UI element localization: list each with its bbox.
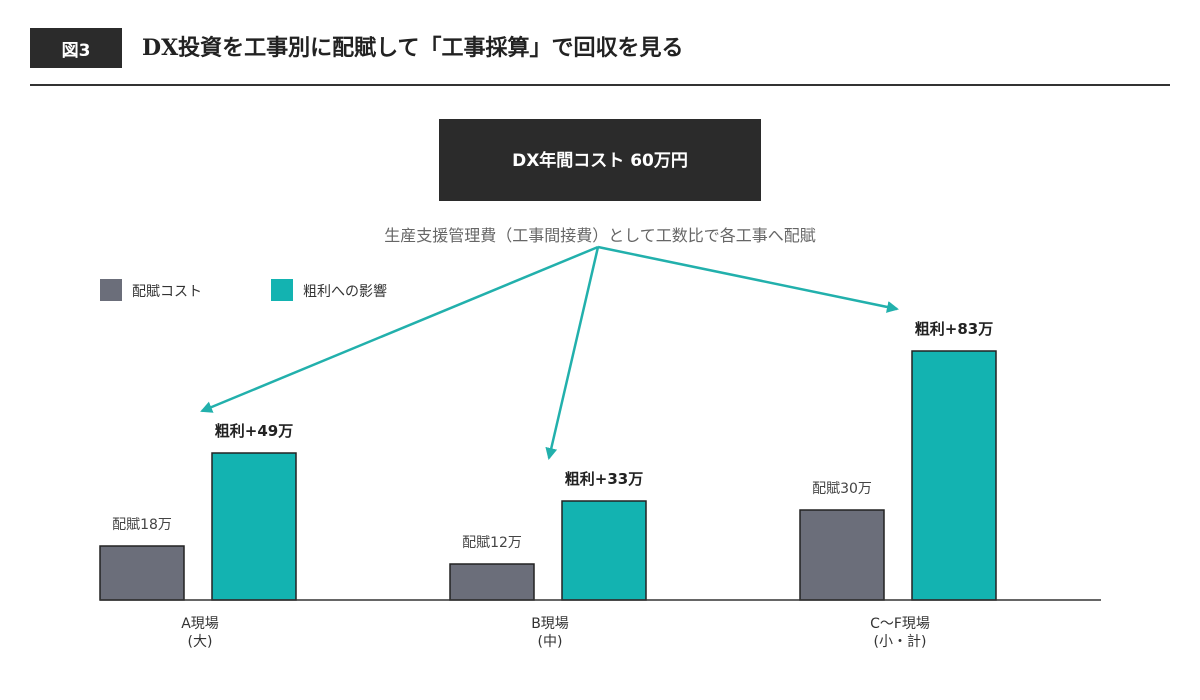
figure-title: DX投資を工事別に配賦して「工事採算」で回収を見る — [142, 35, 684, 61]
header-divider — [30, 84, 1170, 86]
data-label-cost-b: 配賦12万 — [462, 535, 522, 551]
bar-profit-b — [561, 500, 647, 601]
dx-cost-label: DX年間コスト 60万円 — [512, 150, 688, 171]
figure-header: 図3 DX投資を工事別に配賦して「工事採算」で回収を見る — [30, 28, 1170, 68]
figure-number-badge: 図3 — [30, 28, 122, 68]
arrow-to-site-cf — [597, 245, 899, 313]
data-label-profit-b: 粗利+33万 — [565, 470, 643, 488]
bar-profit-cf — [911, 350, 997, 601]
category-labels: A現場 (大) B現場 (中) C〜F現場 (小・計) — [181, 616, 930, 650]
arrow-to-site-a — [200, 245, 599, 413]
category-sublabel-cf: (小・計) — [874, 634, 927, 650]
allocation-note: 生産支援管理費（工事間接費）として工数比で各工事へ配賦 — [384, 226, 816, 245]
arrow-to-site-b — [545, 246, 600, 460]
category-label-b: B現場 — [531, 616, 569, 632]
category-label-cf: C〜F現場 — [870, 616, 930, 632]
data-label-profit-cf: 粗利+83万 — [915, 320, 993, 338]
bar-profit-a — [211, 452, 297, 601]
legend-label-profit: 粗利への影響 — [303, 283, 387, 300]
category-sublabel-a: (大) — [188, 634, 213, 650]
data-label-cost-cf: 配賦30万 — [812, 481, 872, 497]
bar-cost-b — [449, 563, 535, 601]
bar-cost-a — [99, 545, 185, 601]
data-label-profit-a: 粗利+49万 — [215, 422, 293, 440]
dx-cost-box — [439, 119, 761, 201]
category-sublabel-b: (中) — [538, 634, 563, 650]
bar-cost-cf — [799, 509, 885, 601]
allocation-arrows — [200, 245, 899, 460]
legend-swatch-cost — [100, 279, 122, 301]
legend-swatch-profit — [271, 279, 293, 301]
legend-label-cost: 配賦コスト — [132, 284, 202, 300]
data-label-cost-a: 配賦18万 — [112, 517, 172, 533]
category-label-a: A現場 — [181, 616, 219, 632]
legend: 配賦コスト 粗利への影響 — [100, 279, 387, 301]
